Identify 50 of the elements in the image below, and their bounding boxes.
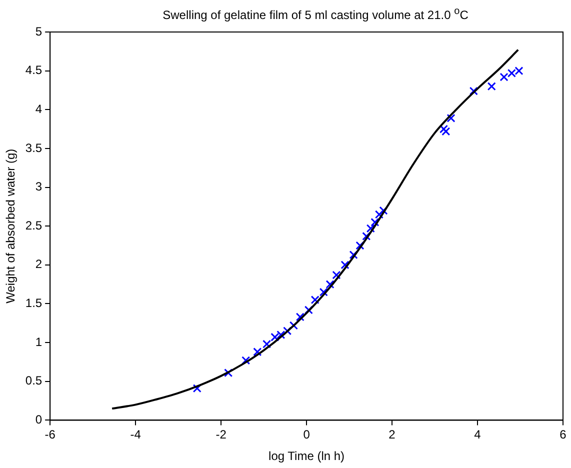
chart-title: Swelling of gelatine film of 5 ml casting volume at 21.0 $^{o}$C — [162, 6, 470, 22]
point — [500, 72, 508, 82]
point — [379, 206, 388, 215]
x-tick-label: -4 — [130, 428, 142, 442]
y-tick-label: 4.5 — [25, 63, 42, 78]
y-tick-label: 2.5 — [25, 218, 42, 232]
point — [332, 270, 341, 280]
x-tick-label: 2 — [388, 428, 396, 442]
y-tick-label: 3.5 — [25, 140, 42, 155]
point — [356, 241, 364, 250]
x-tick-label: -2 — [216, 428, 227, 442]
y-tick-label: 3 — [35, 180, 42, 194]
y-axis-title: Weight of absorbed water (g) — [4, 148, 18, 304]
point — [362, 232, 371, 240]
x-tick-label: 0 — [303, 428, 310, 442]
x-tick-label: 6 — [560, 428, 567, 442]
y-tick-label: 2 — [35, 257, 42, 272]
point — [224, 368, 233, 378]
point — [270, 332, 280, 342]
point — [349, 250, 358, 260]
x-axis-title: log Time (ln h) — [268, 449, 345, 464]
point — [366, 224, 375, 233]
point — [253, 348, 262, 356]
point — [446, 114, 456, 122]
point — [310, 296, 320, 304]
x-tick-label: 4 — [474, 428, 482, 442]
y-tick-label: 4 — [35, 102, 42, 116]
point — [370, 218, 380, 227]
y-tick-label: 0 — [35, 412, 42, 427]
y-tick-label: 1 — [35, 334, 42, 349]
point — [507, 68, 516, 78]
point — [242, 356, 250, 365]
point — [262, 340, 272, 348]
point — [469, 86, 478, 96]
point — [340, 260, 350, 270]
x-tick-label: -6 — [44, 428, 56, 442]
y-tick-label: 0.5 — [25, 374, 42, 388]
point — [439, 124, 448, 134]
point — [442, 127, 450, 136]
point — [296, 312, 304, 322]
point — [326, 280, 334, 289]
y-tick-label: 5 — [35, 24, 42, 38]
y-tick-label: 1.5 — [25, 296, 42, 310]
point — [192, 384, 202, 393]
point — [304, 306, 313, 314]
point — [276, 330, 286, 340]
point — [487, 82, 496, 91]
point — [514, 66, 524, 76]
line-series — [111, 48, 520, 410]
point — [319, 288, 328, 296]
